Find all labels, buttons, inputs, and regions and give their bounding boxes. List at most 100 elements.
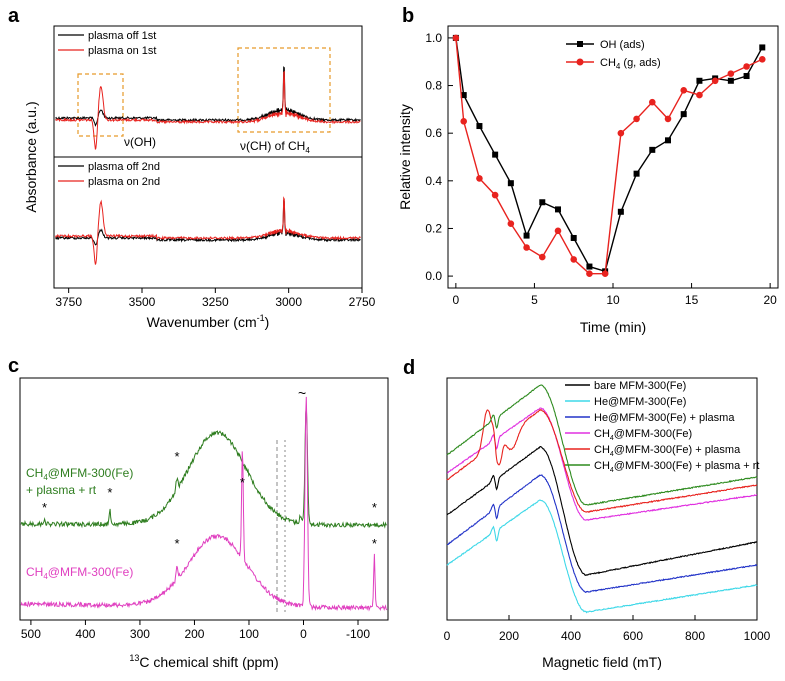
panel-b-point-oh: [476, 123, 483, 130]
panel-a: a plasma off 1st plasma on 1st plasma of…: [8, 5, 376, 330]
panel-b-point-ch4: [570, 256, 578, 263]
panel-b-point-oh: [555, 206, 561, 213]
panel-c-tick-label: 300: [130, 627, 150, 641]
legend-label-on-2nd: plasma on 2nd: [88, 176, 160, 188]
epr-trace-2: [446, 474, 758, 593]
oh-highlight-box: [77, 73, 124, 137]
panel-c-tick-label: 200: [184, 627, 204, 641]
trace-plasma-on-2nd: [55, 196, 361, 265]
panel-b-point-oh: [649, 146, 656, 153]
panel-b-point-oh: [727, 77, 734, 84]
panel-d-legend-label: He@MFM-300(Fe): [594, 396, 686, 408]
legend-marker-oh: [577, 41, 583, 47]
panel-b-x-tick-label: 0: [453, 293, 460, 307]
panel-b-point-ch4: [476, 175, 483, 182]
panel-d-legend-label: CH4@MFM-300(Fe) + plasma: [594, 444, 741, 458]
star-marker-bottom: *: [240, 475, 245, 490]
panel-a-x-title: Wavenumber (cm-1): [147, 313, 270, 330]
panel-b-x-title: Time (min): [580, 319, 646, 335]
panel-b-point-oh: [759, 44, 766, 51]
panel-c: c * * * * * * * ~ CH4@MFM-300(Fe) + plasma + r…: [8, 355, 389, 670]
panel-b-point-ch4: [633, 115, 640, 123]
panel-b-x-tick-label: 5: [531, 293, 538, 307]
label-bottom-trace: CH4@MFM-300(Fe): [26, 565, 133, 581]
panel-b-letter: b: [402, 5, 414, 27]
panel-b-point-oh: [696, 77, 703, 84]
panel-d-tick-label: 800: [685, 629, 705, 643]
panel-b-point-ch4: [617, 129, 625, 137]
star-marker-bottom: *: [174, 536, 179, 551]
panel-b: b 0 5 10 15 20 0.0 0.2 0.4 0.6 0.8 1.0 OH (ads) CH…: [397, 5, 779, 335]
panel-b-point-ch4: [648, 98, 656, 106]
panel-b-point-ch4: [664, 115, 672, 123]
panel-b-y-tick-label: 0.8: [425, 79, 442, 93]
legend-label-off-1st: plasma off 1st: [88, 30, 156, 42]
panel-a-tick-label: 2750: [349, 295, 376, 309]
panel-a-legend-bottom: plasma off 2nd plasma on 2nd: [58, 161, 160, 188]
panel-d-tick-label: 200: [499, 629, 519, 643]
panel-b-point-ch4: [586, 270, 593, 278]
panel-b-point-oh: [492, 151, 499, 158]
legend-label-on-1st: plasma on 1st: [88, 45, 156, 57]
panel-a-letter: a: [8, 5, 20, 27]
panel-b-point-ch4: [538, 253, 546, 261]
star-marker-top: *: [107, 485, 112, 500]
panel-b-point-ch4: [507, 220, 515, 227]
panel-b-point-ch4: [460, 117, 468, 125]
panel-c-x-ticks: 500 400 300 200 100 0 -100: [21, 620, 370, 641]
legend-label-oh: OH (ads): [600, 39, 645, 51]
panel-b-point-oh: [570, 234, 577, 241]
panel-d-legend-label: He@MFM-300(Fe) + plasma: [594, 412, 735, 424]
panel-b-legend: OH (ads) CH4 (g, ads): [566, 39, 661, 71]
panel-d-legend: bare MFM-300(Fe) He@MFM-300(Fe) He@MFM-300…: [565, 380, 759, 474]
panel-b-point-oh: [460, 92, 467, 99]
panel-c-x-title: 13C chemical shift (ppm): [129, 653, 278, 670]
panel-d-tick-label: 1000: [744, 629, 771, 643]
panel-d-legend-label: CH4@MFM-300(Fe) + plasma + rt: [594, 460, 759, 474]
panel-a-x-ticks: 3750 3500 3250 3000 2750: [55, 288, 376, 309]
panel-d-legend-label: CH4@MFM-300(Fe): [594, 428, 692, 442]
panel-d: d bare MFM-300(Fe) He@MFM-300(Fe) He@MFM-3…: [403, 357, 771, 670]
panel-c-traces: [20, 396, 388, 612]
panel-a-traces: [55, 66, 361, 265]
panel-b-point-oh: [523, 232, 530, 239]
panel-b-x-tick-label: 15: [685, 293, 699, 307]
panel-b-point-oh: [617, 208, 624, 215]
label-top-trace-line2: + plasma + rt: [26, 483, 97, 497]
panel-b-series: [452, 34, 766, 278]
panel-d-x-title: Magnetic field (mT): [542, 654, 662, 670]
panel-d-legend-label: bare MFM-300(Fe): [594, 380, 686, 392]
panel-b-point-ch4: [696, 91, 703, 99]
panel-b-series-line-1: [455, 37, 763, 275]
panel-d-tick-label: 400: [561, 629, 581, 643]
panel-d-traces: [446, 384, 758, 614]
panel-c-tick-label: 500: [21, 627, 41, 641]
oh-annotation: ν(OH): [124, 135, 156, 149]
panel-b-point-oh: [743, 73, 750, 80]
panel-b-point-ch4: [743, 63, 750, 70]
ch-highlight-box: [237, 47, 331, 133]
panel-b-point-oh: [633, 170, 640, 177]
panel-b-point-oh: [680, 111, 687, 118]
star-marker-top: *: [42, 500, 47, 515]
panel-a-legend-top: plasma off 1st plasma on 1st: [58, 30, 156, 57]
panel-b-y-tick-label: 0.6: [425, 126, 442, 140]
panel-a-tick-label: 3750: [55, 295, 82, 309]
panel-d-tick-label: 0: [444, 629, 451, 643]
panel-b-ticks: 0 5 10 15 20 0.0 0.2 0.4 0.6 0.8 1.0: [425, 31, 777, 307]
tilde-mark: ~: [298, 385, 306, 401]
panel-b-point-ch4: [554, 227, 562, 235]
trace-ch4-plasma-rt: [20, 406, 387, 529]
panel-b-point-ch4: [711, 77, 719, 85]
star-marker-top: *: [372, 500, 377, 515]
trace-ch4-mfm: [20, 396, 388, 612]
panel-b-point-ch4: [758, 56, 766, 63]
panel-a-y-title: Absorbance (a.u.): [23, 101, 39, 212]
panel-b-point-oh: [665, 137, 671, 144]
epr-trace-3: [446, 407, 758, 521]
panel-c-tick-label: 400: [75, 627, 95, 641]
panel-c-stars: * * * * * * *: [42, 449, 377, 551]
panel-a-tick-label: 3500: [129, 295, 156, 309]
panel-b-x-tick-label: 10: [606, 293, 620, 307]
